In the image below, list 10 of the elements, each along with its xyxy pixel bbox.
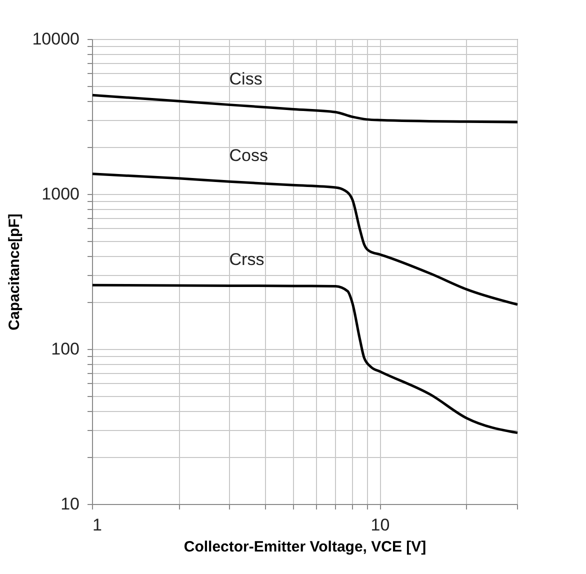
y-tick-label: 10000	[32, 30, 80, 48]
y-tick-label: 100	[51, 340, 80, 358]
y-tick-label: 1000	[42, 184, 80, 204]
series-label: Crss	[229, 250, 264, 270]
series-label: Coss	[229, 146, 268, 166]
x-axis-title: Collector-Emitter Voltage, VCE [V]	[184, 538, 426, 556]
y-tick-label: 10	[60, 494, 80, 514]
series-label: Ciss	[229, 69, 262, 88]
y-axis-title: Capacitance[pF]	[6, 214, 24, 330]
x-tick-label: 1	[92, 516, 102, 534]
